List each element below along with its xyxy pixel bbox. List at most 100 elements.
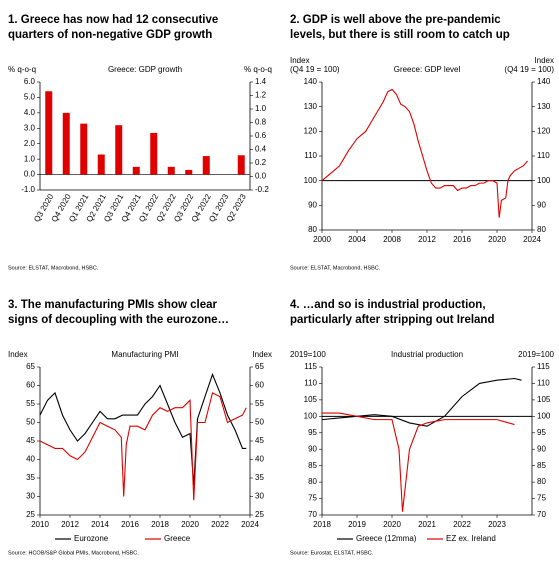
plot-label: Industrial production	[391, 350, 463, 359]
data-line	[322, 412, 515, 512]
y-tick-label: 3.0	[24, 123, 36, 132]
y2-axis-label: Index	[252, 350, 272, 359]
y2-tick-label: 100	[537, 411, 551, 420]
y2-tick-label: 1.2	[255, 91, 267, 100]
y-tick-label: 60	[26, 381, 35, 390]
y-axis-label: Index	[8, 350, 28, 359]
y-tick-label: 65	[26, 362, 35, 371]
y-tick-label: 55	[26, 399, 35, 408]
y2-tick-label: 1.4	[255, 77, 267, 86]
y2-axis-label: % q-o-q	[244, 65, 272, 74]
y2-axis-label: (Q4 19 = 100)	[504, 65, 554, 74]
chart-title: quarters of non-negative GDP growth	[8, 29, 212, 41]
chart-title: 4. …and so is industrial production,	[290, 299, 486, 311]
source: Source: HCOB/S&P Global PMIs, Macrobond,…	[8, 550, 139, 556]
y-axis-label: (Q4 19 = 100)	[290, 65, 340, 74]
y2-tick-label: 85	[537, 461, 546, 470]
y2-tick-label: 120	[537, 126, 551, 135]
y-axis-label: Index	[290, 56, 310, 65]
data-line	[39, 372, 247, 486]
y-tick-label: 90	[308, 200, 317, 209]
y-tick-label: 4.0	[24, 108, 36, 117]
source: Source: Eurostat, ELSTAT, HSBC.	[290, 550, 374, 556]
y2-tick-label: 90	[537, 444, 546, 453]
chart-title: 1. Greece has now had 12 consecutive	[8, 14, 218, 26]
y-tick-label: 95	[308, 428, 317, 437]
y2-tick-label: 80	[537, 477, 546, 486]
y-tick-label: 110	[304, 379, 317, 388]
bar	[62, 112, 70, 175]
x-tick-label: 2018	[313, 520, 331, 529]
y-tick-label: -1.0	[21, 185, 35, 194]
y-tick-label: 120	[304, 126, 318, 135]
y2-tick-label: 110	[537, 379, 550, 388]
y2-tick-label: 30	[255, 492, 264, 501]
y-tick-label: 105	[304, 395, 318, 404]
legend-label: Greece (12mma)	[356, 534, 417, 543]
bar	[132, 166, 140, 175]
y-tick-label: 130	[304, 102, 318, 111]
y-tick-label: 35	[26, 473, 35, 482]
y2-tick-label: 110	[537, 151, 550, 160]
y2-axis-label: Index	[534, 56, 554, 65]
y2-tick-label: 40	[255, 455, 264, 464]
y-tick-label: 40	[26, 455, 35, 464]
y-tick-label: 45	[26, 436, 35, 445]
legend-label: EZ ex. Ireland	[446, 534, 496, 543]
y2-tick-label: 0.4	[255, 145, 267, 154]
x-tick-label: 2018	[151, 520, 169, 529]
x-tick-label: 2020	[181, 520, 199, 529]
y-tick-label: 115	[304, 362, 317, 371]
bar	[45, 91, 53, 175]
x-tick-label: 2014	[91, 520, 109, 529]
bar	[202, 156, 210, 175]
y2-tick-label: 0.8	[255, 118, 267, 127]
source: Source: ELSTAT, Macrobond, HSBC.	[8, 265, 99, 271]
chart-title: levels, but there is still room to catch…	[290, 29, 510, 41]
y2-tick-label: 45	[255, 436, 264, 445]
y-tick-label: 100	[304, 411, 318, 420]
y-tick-label: 80	[308, 225, 317, 234]
y2-tick-label: 100	[537, 176, 551, 185]
y-tick-label: 30	[26, 492, 35, 501]
y2-tick-label: 60	[255, 381, 264, 390]
x-tick-label: 2024	[241, 520, 259, 529]
y-tick-label: 100	[304, 176, 318, 185]
x-tick-label: 2021	[418, 520, 436, 529]
y2-tick-label: 105	[537, 395, 551, 404]
y2-tick-label: 90	[537, 200, 546, 209]
chart-title: signs of decoupling with the eurozone…	[8, 314, 229, 326]
y2-tick-label: 35	[255, 473, 264, 482]
chart-title: particularly after stripping out Ireland	[290, 314, 494, 326]
y-axis-label: % q-o-q	[8, 65, 36, 74]
y2-tick-label: 0.2	[255, 158, 267, 167]
plot-label: Greece: GDP growth	[108, 65, 182, 74]
y2-tick-label: 75	[537, 494, 546, 503]
y2-tick-label: 25	[255, 510, 264, 519]
y-tick-label: 25	[26, 510, 35, 519]
y-tick-label: 50	[26, 418, 35, 427]
x-tick-label: 2024	[523, 235, 541, 244]
x-tick-label: 2020	[383, 520, 401, 529]
y2-tick-label: 70	[537, 510, 546, 519]
y-tick-label: 75	[308, 494, 317, 503]
y2-tick-label: 1.0	[255, 104, 267, 113]
y-axis-label: 2019=100	[290, 350, 326, 359]
bar	[80, 123, 88, 175]
data-line	[321, 88, 529, 218]
data-line	[39, 392, 247, 501]
y-tick-label: 80	[308, 477, 317, 486]
y2-tick-label: 55	[255, 399, 264, 408]
x-tick-label: 2019	[348, 520, 366, 529]
y2-tick-label: 80	[537, 225, 546, 234]
y2-tick-label: 0.0	[255, 172, 267, 181]
x-tick-label: 2008	[383, 235, 401, 244]
x-tick-label: 2012	[61, 520, 79, 529]
y2-tick-label: 140	[537, 77, 551, 86]
chart-title: 2. GDP is well above the pre-pandemic	[290, 14, 501, 26]
y-tick-label: 70	[308, 510, 317, 519]
legend-label: Eurozone	[74, 534, 109, 543]
y2-axis-label: 2019=100	[518, 350, 554, 359]
x-tick-label: 2020	[488, 235, 506, 244]
